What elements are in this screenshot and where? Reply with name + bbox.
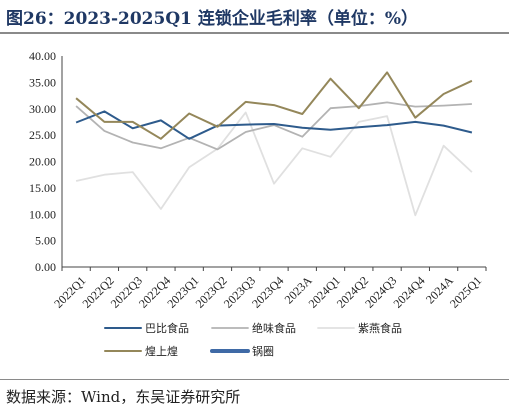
legend-label: 绝味食品: [252, 321, 296, 335]
y-tick-label: 0.00: [35, 260, 56, 274]
legend-label: 紫燕食品: [358, 321, 402, 335]
y-tick-label: 5.00: [35, 234, 56, 248]
y-tick-label: 35.00: [29, 75, 56, 89]
x-tick-label: 2023Q4: [249, 273, 286, 310]
series-line-1: [75, 110, 473, 140]
y-tick-label: 40.00: [29, 49, 56, 63]
x-tick-label: 2025Q1: [447, 273, 484, 310]
series-line-4: [75, 71, 473, 140]
page-title: 图26：2023-2025Q1 连锁企业毛利率（单位：%）: [6, 9, 419, 29]
series-line-2: [75, 101, 472, 151]
y-axis: 0.00 5.00 10.00 15.00 20.00 25.00 30.00 35.00 40…: [29, 49, 63, 274]
y-tick-label: 15.00: [29, 181, 56, 195]
y-tick-label: 30.00: [29, 102, 56, 116]
series-line-3: [75, 111, 473, 217]
y-tick-label: 10.00: [29, 207, 56, 221]
title-divider: [0, 32, 509, 34]
x-tick-label: 2024Q4: [390, 273, 427, 310]
y-tick-label: 25.00: [29, 128, 56, 142]
x-axis: 2022Q12022Q22022Q32022Q42023Q12023Q22023…: [51, 266, 487, 311]
source-note: 数据来源：Wind，东吴证券研究所: [6, 388, 241, 406]
source-divider: [0, 379, 509, 380]
legend-label: 锅圈: [252, 345, 274, 358]
legend-label: 巴比食品: [145, 321, 189, 335]
series-lines: [75, 71, 473, 217]
legend-label: 煌上煌: [145, 345, 178, 358]
y-tick-label: 20.00: [29, 155, 56, 169]
